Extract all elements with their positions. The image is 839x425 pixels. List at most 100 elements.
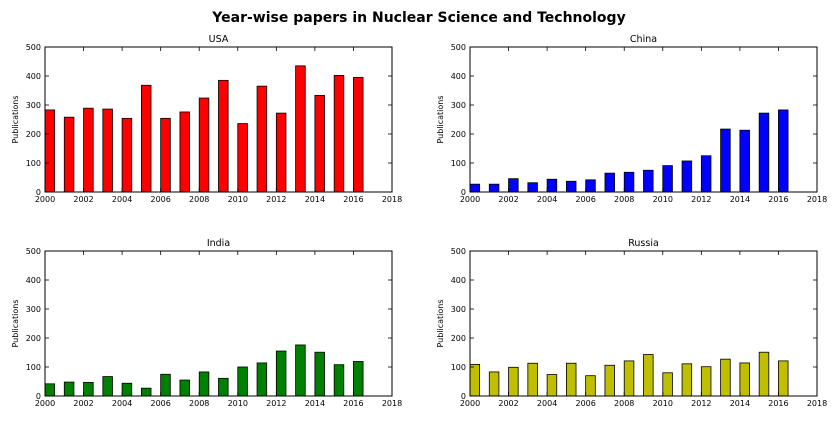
bar-russia-2011: [681, 363, 693, 397]
x-tick-label-india-2014: 2014: [305, 399, 325, 408]
bar-china-2002: [508, 178, 519, 193]
x-tick-label-china-2000: 2000: [460, 195, 480, 204]
bar-india-2016: [353, 361, 364, 397]
x-tick-label-usa-2016: 2016: [343, 195, 363, 204]
x-tick-label-russia-2016: 2016: [768, 399, 788, 408]
y-tick-label-usa-0: 0: [36, 188, 41, 197]
x-tick-label-india-2004: 2004: [112, 399, 132, 408]
bar-india-2011: [256, 362, 268, 397]
bar-russia-2016: [778, 360, 789, 397]
x-tick-label-russia-2014: 2014: [730, 399, 750, 408]
chart-title-russia: Russia: [628, 238, 659, 249]
bar-russia-2005: [565, 362, 577, 397]
y-tick-label-china-200: 200: [451, 130, 466, 139]
x-tick-label-china-2006: 2006: [575, 195, 595, 204]
y-tick-label-russia-500: 500: [451, 247, 466, 256]
bars-usa: [44, 65, 364, 193]
y-tick-label-china-300: 300: [451, 101, 466, 110]
bar-china-2010: [662, 165, 673, 193]
y-tick-label-usa-500: 500: [26, 43, 41, 52]
bar-usa-2004: [121, 117, 133, 193]
x-tick-label-usa-2004: 2004: [112, 195, 132, 204]
y-tick-label-india-500: 500: [26, 247, 41, 256]
bar-india-2004: [121, 382, 133, 397]
x-tick-label-russia-2012: 2012: [691, 399, 711, 408]
x-tick-label-china-2004: 2004: [537, 195, 557, 204]
bars-india: [44, 344, 364, 397]
x-tick-label-india-2002: 2002: [73, 399, 93, 408]
x-tick-label-usa-2006: 2006: [150, 195, 170, 204]
bar-russia-2012: [700, 366, 712, 397]
bar-india-2014: [314, 351, 325, 397]
bar-russia-2008: [623, 360, 635, 397]
bar-usa-2009: [218, 79, 229, 193]
figure-title: Year-wise papers in Nuclear Science and …: [211, 10, 625, 26]
x-tick-label-usa-2014: 2014: [305, 195, 325, 204]
bar-china-2004: [546, 178, 558, 193]
x-tick-label-india-2012: 2012: [266, 399, 286, 408]
x-tick-label-india-2016: 2016: [343, 399, 363, 408]
bar-china-2011: [681, 160, 693, 193]
x-tick-label-usa-2008: 2008: [189, 195, 209, 204]
x-tick-label-russia-2000: 2000: [460, 399, 480, 408]
y-tick-label-india-300: 300: [26, 305, 41, 314]
bar-russia-2006: [585, 375, 596, 397]
y-tick-label-usa-100: 100: [26, 159, 41, 168]
x-tick-label-india-2018: 2018: [382, 399, 402, 408]
bar-india-2012: [275, 350, 287, 397]
x-tick-label-russia-2008: 2008: [614, 399, 634, 408]
x-tick-label-russia-2004: 2004: [537, 399, 557, 408]
axes-frame-india: [44, 250, 393, 397]
y-axis-label-usa: Publications: [11, 95, 20, 143]
bar-china-2012: [700, 155, 712, 193]
bar-russia-2010: [662, 372, 673, 397]
bar-usa-2014: [314, 95, 325, 193]
chart-title-usa: USA: [209, 34, 229, 45]
bar-india-2010: [237, 366, 248, 397]
y-tick-label-russia-300: 300: [451, 305, 466, 314]
bar-china-2003: [527, 182, 538, 193]
bars-russia: [469, 351, 789, 397]
chart-title-india: India: [207, 238, 230, 249]
x-tick-label-india-2000: 2000: [35, 399, 55, 408]
x-tick-label-india-2008: 2008: [189, 399, 209, 408]
bar-russia-2002: [508, 366, 519, 397]
bar-usa-2012: [275, 112, 287, 193]
y-tick-label-india-200: 200: [26, 334, 41, 343]
x-tick-label-usa-2018: 2018: [382, 195, 402, 204]
x-tick-label-india-2010: 2010: [228, 399, 248, 408]
bar-china-2008: [623, 171, 635, 193]
y-tick-label-india-400: 400: [26, 276, 41, 285]
bar-india-2001: [63, 381, 75, 397]
y-tick-label-russia-200: 200: [451, 334, 466, 343]
x-tick-label-usa-2010: 2010: [228, 195, 248, 204]
y-tick-label-usa-300: 300: [26, 101, 41, 110]
y-tick-label-russia-0: 0: [461, 392, 466, 401]
bar-usa-2002: [83, 107, 94, 193]
y-tick-label-india-0: 0: [36, 392, 41, 401]
x-tick-label-china-2018: 2018: [807, 195, 827, 204]
bar-china-2007: [604, 172, 615, 193]
bar-china-2013: [720, 128, 731, 193]
bar-usa-2001: [63, 116, 75, 193]
bar-china-2005: [565, 180, 577, 193]
x-tick-label-usa-2012: 2012: [266, 195, 286, 204]
bar-india-2002: [83, 381, 94, 397]
bar-usa-2000: [44, 109, 56, 193]
bar-russia-2014: [739, 362, 750, 397]
bar-china-2014: [739, 129, 750, 193]
axes-frame-russia: [469, 250, 818, 397]
bar-india-2013: [295, 344, 306, 397]
bar-china-2006: [585, 179, 596, 193]
bar-india-2007: [179, 379, 190, 397]
bar-china-2009: [643, 169, 654, 193]
bar-usa-2011: [256, 85, 268, 193]
x-tick-label-usa-2002: 2002: [73, 195, 93, 204]
y-tick-label-china-400: 400: [451, 72, 466, 81]
bar-india-2005: [140, 387, 152, 397]
bar-china-2016: [778, 109, 789, 193]
bar-russia-2013: [720, 358, 731, 397]
y-axis-label-india: Publications: [11, 299, 20, 347]
